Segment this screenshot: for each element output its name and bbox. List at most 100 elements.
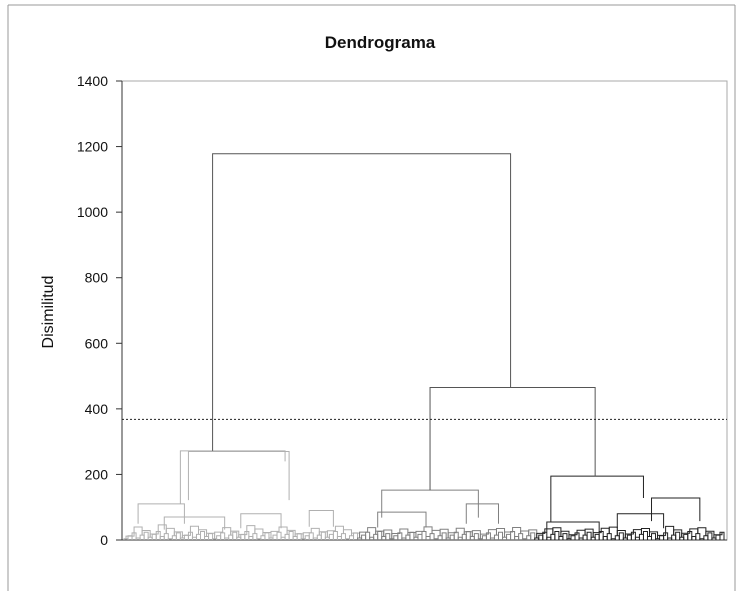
leaf-merge xyxy=(562,533,568,540)
cluster-merge xyxy=(651,497,701,522)
leaf-merge xyxy=(493,534,499,540)
leaf-merge xyxy=(336,536,342,540)
y-axis: 0 200 400 600 800 1000 1200 1400 xyxy=(77,73,727,548)
subcluster-merge xyxy=(528,529,538,538)
leaf-merge xyxy=(244,530,250,540)
subcluster-merge xyxy=(552,527,562,537)
leaf-merge xyxy=(642,530,648,540)
leaf-merge xyxy=(308,532,314,540)
leaf-merge xyxy=(695,533,701,540)
subcluster-merge xyxy=(455,527,465,535)
leaf-merge xyxy=(159,536,165,540)
leaf-merge xyxy=(200,530,206,540)
leaf-merge xyxy=(570,535,576,540)
leaf-merge xyxy=(409,531,415,540)
subcluster-merge xyxy=(342,529,353,536)
y-tick-label: 0 xyxy=(100,532,108,548)
cluster-merge xyxy=(179,450,286,504)
leaf-merge xyxy=(425,536,431,540)
leaf-merge xyxy=(550,533,556,540)
leaf-merge xyxy=(272,534,278,540)
subcluster-merge xyxy=(479,532,489,539)
leaf-merge xyxy=(683,533,689,540)
subcluster-merge xyxy=(133,526,143,536)
subcluster-merge xyxy=(278,526,288,535)
y-tick-label: 800 xyxy=(85,270,109,286)
subcluster-merge xyxy=(334,525,344,534)
leaf-merge xyxy=(340,533,346,540)
y-tick-label: 1200 xyxy=(77,139,108,155)
subcluster-merge xyxy=(165,527,175,536)
leaf-merge xyxy=(586,531,592,540)
cluster-merge xyxy=(429,387,596,491)
leaf-merge xyxy=(240,533,246,540)
leaf-merge xyxy=(373,533,379,540)
leaf-merge xyxy=(453,531,459,540)
leaf-merge xyxy=(671,534,677,540)
leaf-merge xyxy=(175,532,181,540)
leaf-merge xyxy=(417,533,423,540)
subcluster-merge xyxy=(681,531,691,538)
subcluster-merge xyxy=(536,532,546,538)
leaf-merge xyxy=(155,530,161,540)
leaf-merge xyxy=(465,530,471,540)
subcluster-merge xyxy=(705,530,715,538)
subcluster-merge xyxy=(649,531,659,539)
subcluster-merge xyxy=(471,530,481,539)
leaf-merge xyxy=(232,531,238,540)
leaf-merge xyxy=(646,536,653,540)
leaf-merge xyxy=(252,533,258,540)
leaf-merge xyxy=(703,535,709,540)
leaf-merge xyxy=(719,531,725,540)
leaf-merge xyxy=(651,533,657,540)
subcluster-merge xyxy=(439,528,449,538)
leaf-merge xyxy=(260,535,266,540)
subcluster-merge xyxy=(383,529,393,539)
dendrogram-tree xyxy=(123,153,725,540)
leaf-merge xyxy=(582,534,588,540)
leaf-merge xyxy=(441,532,447,540)
leaf-merge xyxy=(332,530,338,540)
subcluster-merge xyxy=(246,525,256,534)
subcluster-merge xyxy=(222,527,232,536)
subcluster-merge xyxy=(568,532,578,539)
leaf-merge xyxy=(715,534,721,540)
subcluster-merge xyxy=(254,528,264,536)
leaf-merge xyxy=(518,533,524,540)
cluster-merge xyxy=(187,450,290,501)
leaf-merge xyxy=(143,531,149,540)
y-axis-label: Disimilitud xyxy=(40,276,57,349)
leaf-merge xyxy=(675,531,681,540)
subcluster-merge xyxy=(697,527,707,536)
leaf-merge xyxy=(284,533,290,540)
leaf-merge xyxy=(228,534,234,540)
leaf-merge xyxy=(397,532,403,540)
leaf-merge xyxy=(606,533,612,540)
subcluster-merge xyxy=(560,530,570,539)
subcluster-merge xyxy=(423,526,433,534)
cluster-merge xyxy=(465,503,499,524)
subcluster-merge xyxy=(495,528,506,538)
leaf-merge xyxy=(687,530,693,540)
subcluster-merge xyxy=(608,526,618,536)
leaf-merge xyxy=(163,533,169,540)
cluster-merge xyxy=(137,503,185,524)
leaf-merge xyxy=(614,535,620,540)
cluster-merge xyxy=(550,475,644,522)
leaf-merge xyxy=(393,535,399,540)
leaf-merge xyxy=(638,533,644,540)
subcluster-merge xyxy=(624,532,634,538)
subcluster-merge xyxy=(189,525,199,535)
subcluster-merge xyxy=(367,527,377,535)
leaf-merge xyxy=(437,535,443,540)
leaf-merge xyxy=(328,533,334,540)
leaf-merge xyxy=(353,532,359,540)
leaf-merge xyxy=(151,533,157,540)
subcluster-merge xyxy=(399,528,409,536)
leaf-merge xyxy=(530,532,536,540)
leaf-merge xyxy=(618,532,624,540)
leaf-merge xyxy=(473,533,479,540)
subcluster-merge xyxy=(665,525,675,536)
leaf-merge xyxy=(365,531,371,540)
